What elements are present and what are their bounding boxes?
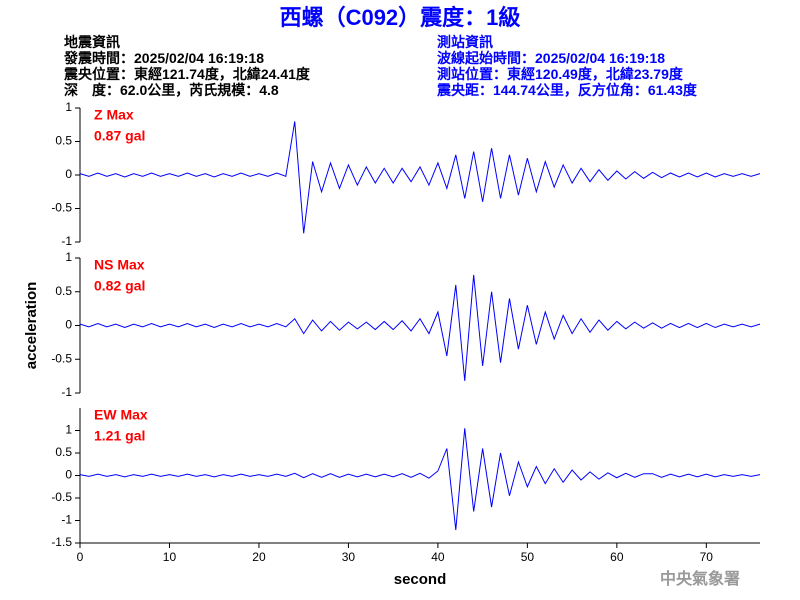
info-line: 地震資訊 bbox=[64, 34, 120, 50]
annotation: NS Max bbox=[94, 257, 145, 273]
title: 西螺（C092）震度：1級 bbox=[279, 5, 521, 30]
info-line: 測站位置：東經120.49度，北緯23.79度 bbox=[437, 66, 683, 82]
y-tick-label: 1 bbox=[65, 100, 72, 114]
annotation: 1.21 gal bbox=[94, 428, 145, 444]
y-axis-label: acceleration bbox=[23, 282, 40, 370]
info-line: 震央位置：東經121.74度，北緯24.41度 bbox=[64, 66, 310, 82]
annotation: 0.82 gal bbox=[94, 278, 145, 294]
annotation: 0.87 gal bbox=[94, 128, 145, 144]
annotation: EW Max bbox=[94, 407, 148, 423]
info-line: 震央距：144.74公里，反方位角：61.43度 bbox=[437, 82, 697, 98]
y-tick-label: 1 bbox=[65, 250, 72, 264]
x-tick-label: 10 bbox=[163, 550, 177, 564]
y-tick-label: 1 bbox=[65, 423, 72, 437]
y-tick-label: -1 bbox=[61, 513, 72, 527]
y-tick-label: 0 bbox=[65, 318, 72, 332]
waveform bbox=[79, 274, 761, 381]
y-tick-label: 0.5 bbox=[55, 284, 72, 298]
y-tick-label: -1 bbox=[61, 234, 72, 248]
watermark: 中央氣象署 bbox=[660, 569, 740, 588]
x-tick-label: 0 bbox=[77, 550, 84, 564]
x-tick-label: 30 bbox=[342, 550, 356, 564]
info-line: 深 度：62.0公里，芮氏規模：4.8 bbox=[64, 82, 279, 98]
info-line: 波線起始時間：2025/02/04 16:19:18 bbox=[437, 50, 665, 66]
y-tick-label: 0.5 bbox=[55, 134, 72, 148]
y-tick-label: 0.5 bbox=[55, 445, 72, 459]
y-tick-label: -0.5 bbox=[51, 201, 72, 215]
x-tick-label: 70 bbox=[700, 550, 714, 564]
waveform bbox=[79, 428, 761, 531]
y-tick-label: 0 bbox=[65, 167, 72, 181]
waveform bbox=[79, 121, 761, 234]
x-tick-label: 20 bbox=[252, 550, 266, 564]
y-tick-label: 0 bbox=[65, 468, 72, 482]
x-tick-label: 40 bbox=[431, 550, 445, 564]
x-tick-label: 60 bbox=[610, 550, 624, 564]
info-line: 測站資訊 bbox=[437, 34, 493, 50]
y-tick-label: -0.5 bbox=[51, 351, 72, 365]
info-line: 發震時間：2025/02/04 16:19:18 bbox=[64, 50, 264, 66]
annotation: Z Max bbox=[94, 107, 134, 123]
y-tick-label: -0.5 bbox=[51, 490, 72, 504]
x-tick-label: 50 bbox=[521, 550, 535, 564]
x-axis-label: second bbox=[394, 571, 447, 588]
y-tick-label: -1 bbox=[61, 385, 72, 399]
y-tick-label: -1.5 bbox=[51, 535, 72, 549]
